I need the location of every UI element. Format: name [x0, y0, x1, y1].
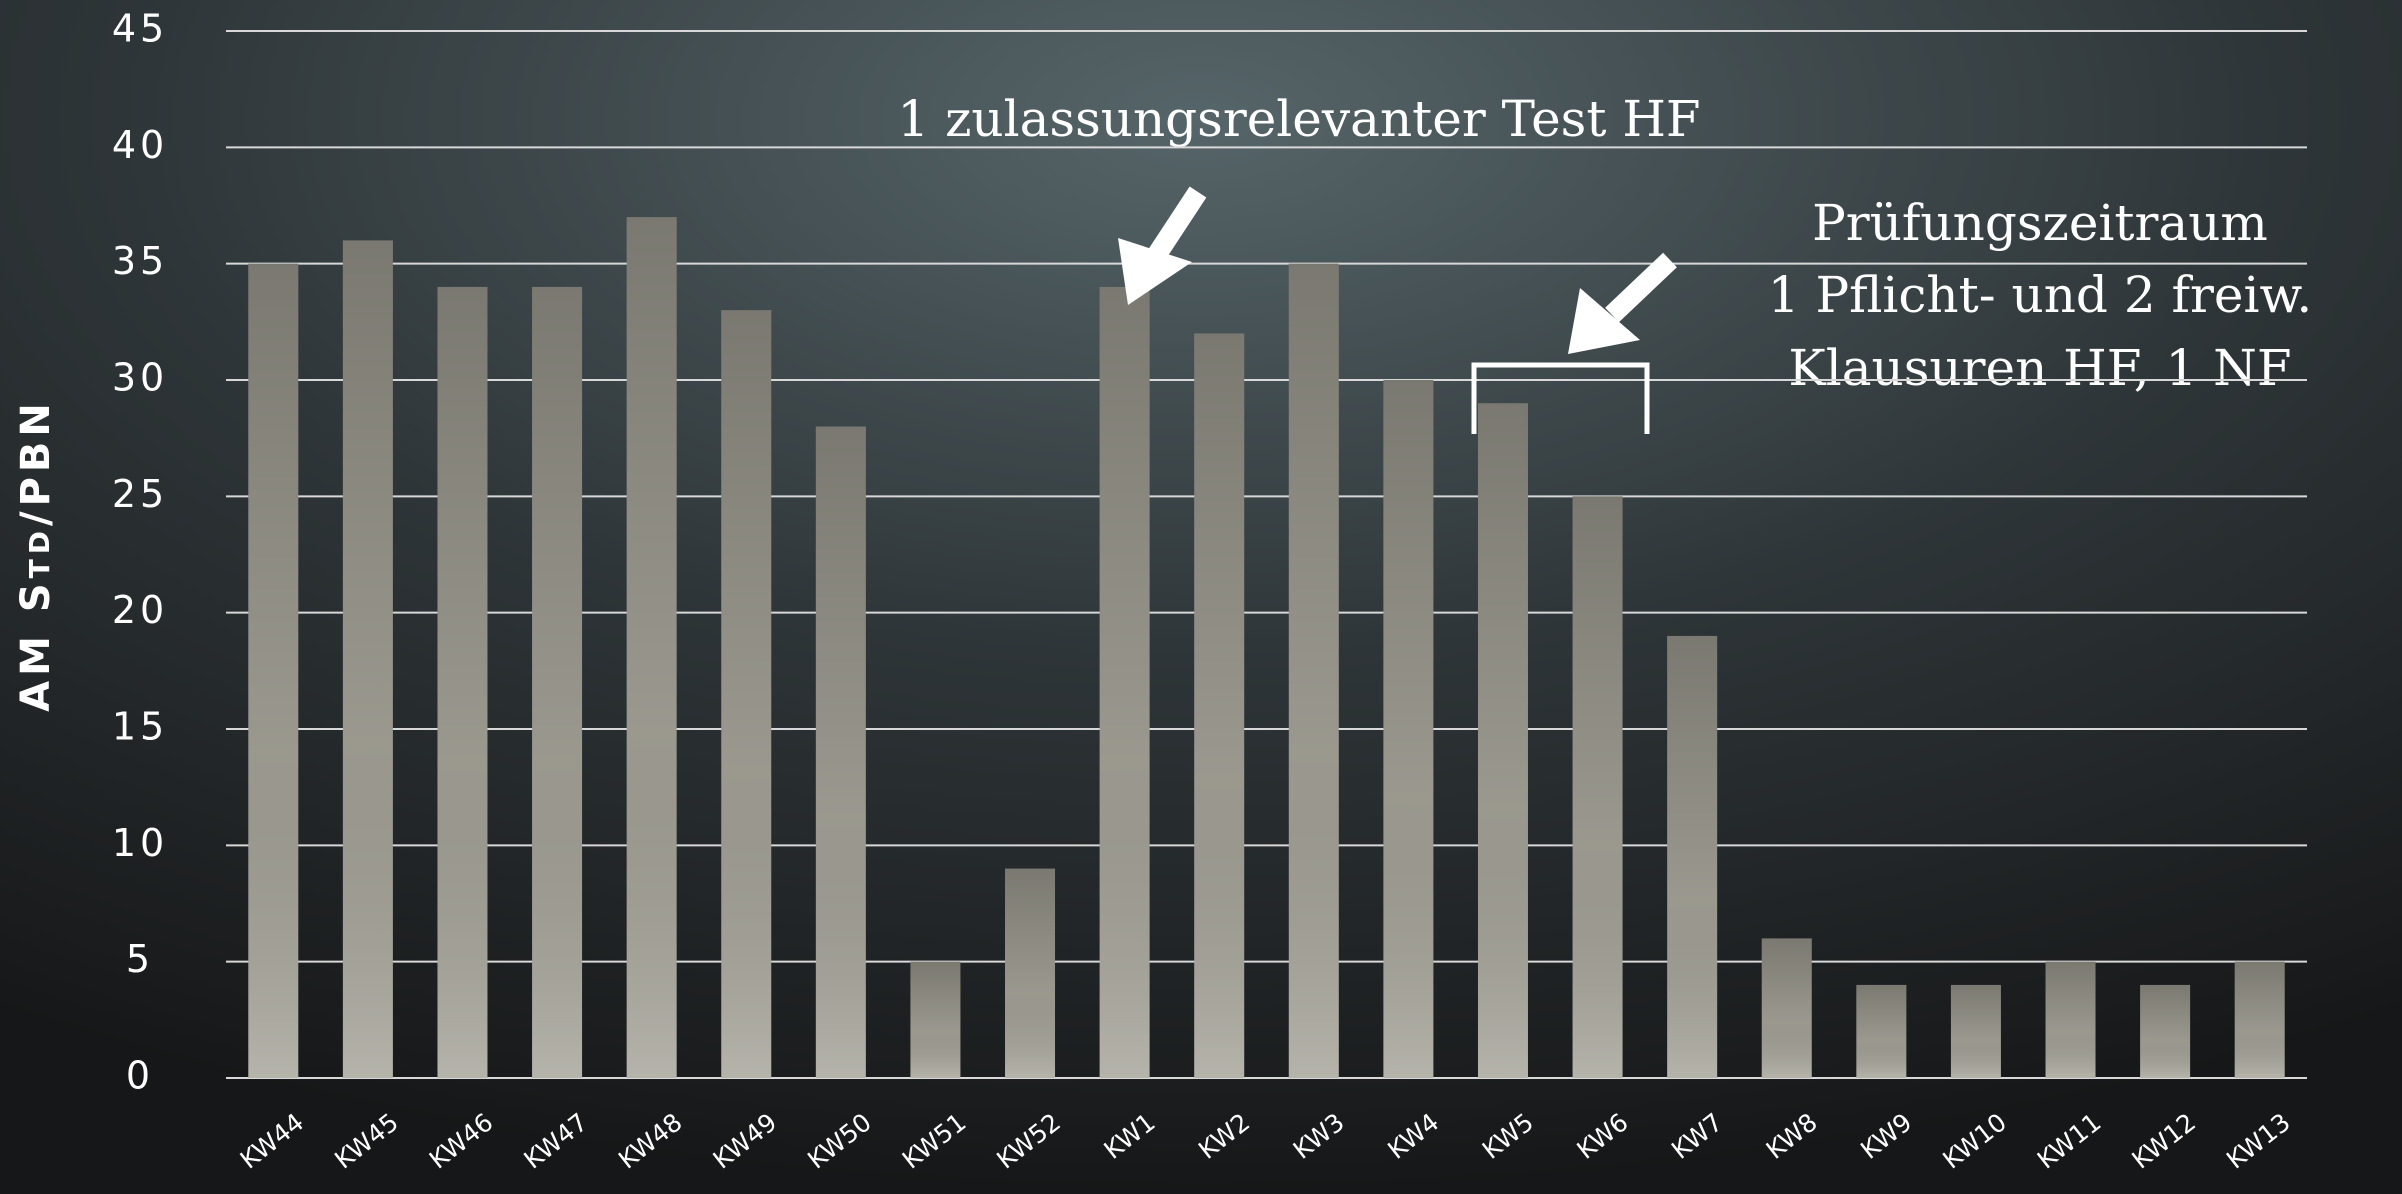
chart: AM Std/PBN 1 zulassungsrelevanter Test H… — [0, 0, 2402, 1194]
y-tick-label: 30 — [112, 356, 168, 400]
bar-shade — [1856, 985, 1906, 1078]
bar-shade — [1194, 333, 1244, 1078]
bar-shade — [1005, 869, 1055, 1078]
bar-shade — [721, 310, 771, 1078]
annotation: 1 zulassungsrelevanter Test HF — [897, 90, 1700, 148]
y-tick-label: 15 — [112, 705, 168, 749]
y-tick-label: 10 — [112, 821, 168, 865]
y-tick-label: 20 — [112, 588, 168, 632]
bar-shade — [1100, 287, 1150, 1078]
bar-shade — [2046, 962, 2096, 1078]
annotation: Klausuren HF, 1 NF — [1788, 339, 2291, 397]
bar-shade — [1951, 985, 2001, 1078]
annotation: Prüfungszeitraum — [1812, 194, 2268, 252]
y-tick-label: 5 — [126, 937, 154, 981]
y-tick-label: 40 — [112, 123, 168, 167]
bar-shade — [343, 240, 393, 1078]
bar-shade — [1762, 938, 1812, 1078]
bar-shade — [910, 962, 960, 1078]
bar-shade — [1478, 403, 1528, 1078]
bar-shade — [627, 217, 677, 1078]
y-tick-label: 35 — [112, 239, 168, 283]
bar-shade — [248, 264, 298, 1078]
y-tick-label: 25 — [112, 472, 168, 516]
bar-shade — [532, 287, 582, 1078]
bar-shade — [2140, 985, 2190, 1078]
bar-shade — [1383, 380, 1433, 1078]
bar-shade — [437, 287, 487, 1078]
bar-shade — [2235, 962, 2285, 1078]
bar-shade — [1667, 636, 1717, 1078]
bar-shade — [816, 427, 866, 1078]
y-tick-label: 0 — [126, 1054, 154, 1098]
y-tick-label: 45 — [112, 7, 168, 51]
bar-shade — [1289, 264, 1339, 1078]
bar-shade — [1573, 496, 1623, 1078]
annotation: 1 Pflicht- und 2 freiw. — [1768, 266, 2313, 324]
y-axis-label: AM Std/PBN — [13, 398, 59, 712]
page: AM Std/PBN 1 zulassungsrelevanter Test H… — [0, 0, 2402, 1194]
